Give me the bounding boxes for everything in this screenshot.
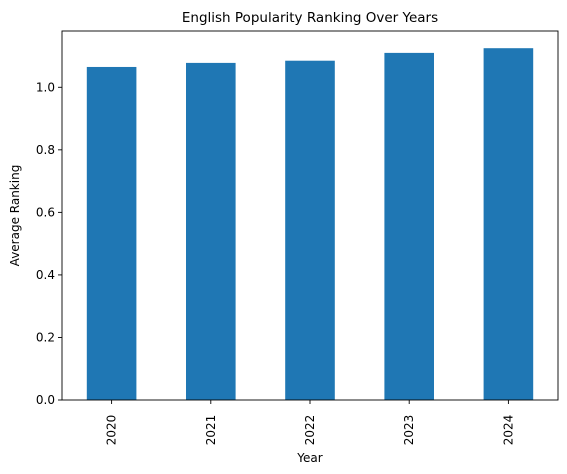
- x-tick-label: 2024: [501, 415, 515, 446]
- x-tick-label: 2021: [204, 415, 218, 446]
- y-tick-label: 0.2: [36, 330, 55, 344]
- bars-group: [86, 48, 534, 401]
- plot-frame: [61, 30, 559, 401]
- y-axis-ticks: 0.0 0.2 0.4 0.6 0.8 1.0: [36, 80, 62, 407]
- y-axis-label: Average Ranking: [8, 165, 22, 267]
- y-tick-label: 0.6: [36, 205, 55, 219]
- bar-2021: [186, 62, 236, 401]
- x-tick-label: 2022: [303, 415, 317, 446]
- y-tick-label: 0.8: [36, 143, 55, 157]
- y-tick-label: 1.0: [36, 80, 55, 94]
- chart-title: English Popularity Ranking Over Years: [182, 10, 438, 26]
- y-tick-label: 0.4: [36, 268, 55, 282]
- bar-2023: [384, 52, 434, 400]
- x-tick-label: 2023: [402, 415, 416, 446]
- x-axis-label: Year: [296, 451, 322, 465]
- bar-2024: [483, 48, 534, 400]
- bar-2020: [86, 66, 137, 401]
- y-tick-label: 0.0: [36, 393, 55, 407]
- bar-2022: [285, 60, 335, 400]
- x-tick-label: 2020: [105, 415, 119, 446]
- x-axis-ticks: 2020 2021 2022 2023 2024: [105, 400, 515, 446]
